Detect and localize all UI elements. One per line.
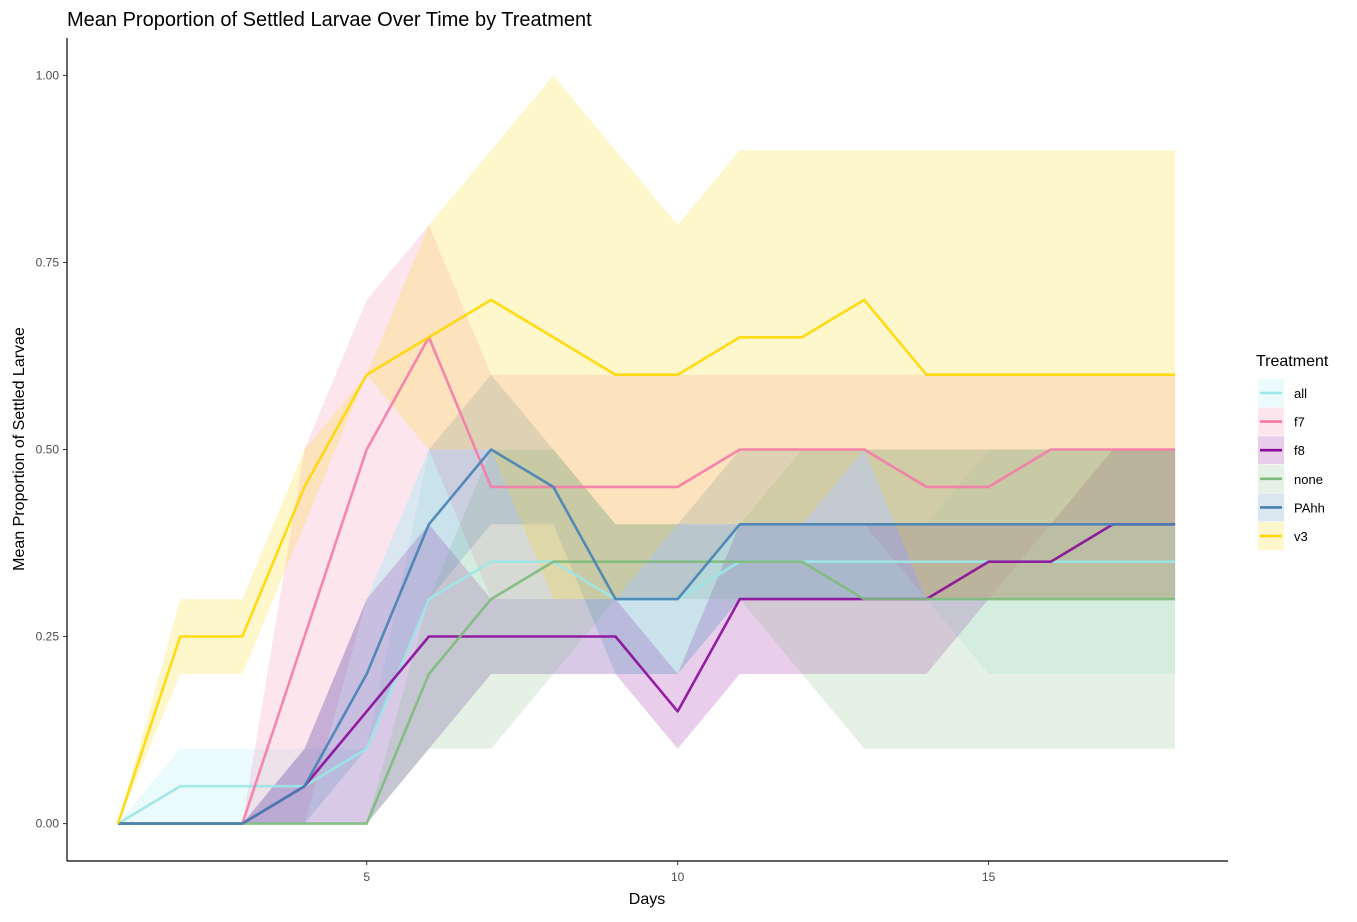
legend-item-v3: v3 <box>1258 522 1308 550</box>
y-tick-label: 0.50 <box>36 443 60 457</box>
legend-items: all f7 f8 none PAhh v3 <box>1258 379 1325 550</box>
legend-label: none <box>1294 472 1323 487</box>
axis-ticks: 0.00 0.25 0.50 0.75 1.00 5 10 15 <box>36 68 996 884</box>
line-f7 <box>118 335 1176 825</box>
line-v3 <box>116 298 1176 825</box>
band-none <box>118 449 1176 824</box>
legend-item-f7: f7 <box>1258 407 1305 436</box>
chart-title: Mean Proportion of Settled Larvae Over T… <box>67 9 592 31</box>
legend-label: f8 <box>1294 443 1305 458</box>
legend: Treatment all f7 f8 none PAhh v3 <box>1256 353 1329 550</box>
band-f8 <box>118 449 1176 824</box>
legend-label: all <box>1294 386 1307 401</box>
band-f7 <box>118 225 1176 824</box>
legend-item-pahh: PAhh <box>1258 493 1325 522</box>
x-tick-label: 5 <box>363 870 370 884</box>
legend-label: f7 <box>1294 415 1305 430</box>
legend-label: PAhh <box>1294 500 1325 515</box>
y-tick-label: 0.25 <box>36 630 60 644</box>
y-tick-label: 1.00 <box>36 68 60 82</box>
x-tick-label: 15 <box>982 870 996 884</box>
y-axis-label: Mean Proportion of Settled Larvae <box>11 327 28 571</box>
y-tick-label: 0.75 <box>36 255 60 269</box>
y-tick-label: 0.00 <box>36 817 60 831</box>
x-axis-label: Days <box>629 891 665 908</box>
line-pahh <box>118 448 1176 825</box>
band-all <box>118 449 1176 824</box>
line-none <box>118 560 1176 825</box>
legend-item-none: none <box>1258 464 1323 493</box>
series-lines <box>116 298 1176 825</box>
legend-label: v3 <box>1294 529 1308 544</box>
band-v3 <box>118 75 1176 824</box>
legend-title: Treatment <box>1256 353 1329 370</box>
x-tick-label: 10 <box>671 870 685 884</box>
confidence-bands <box>118 75 1176 824</box>
legend-item-all: all <box>1258 379 1307 407</box>
legend-item-f8: f8 <box>1258 436 1305 465</box>
